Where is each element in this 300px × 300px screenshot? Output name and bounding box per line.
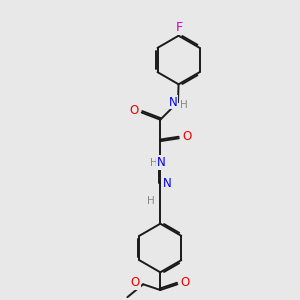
Text: N: N [163, 177, 172, 190]
Text: N: N [157, 156, 166, 169]
Text: H: H [150, 158, 158, 168]
Text: O: O [182, 130, 191, 143]
Text: H: H [180, 100, 188, 110]
Text: O: O [129, 104, 138, 117]
Text: O: O [181, 276, 190, 289]
Text: O: O [130, 276, 140, 289]
Text: N: N [169, 95, 177, 109]
Text: F: F [176, 21, 183, 34]
Text: H: H [147, 196, 155, 206]
